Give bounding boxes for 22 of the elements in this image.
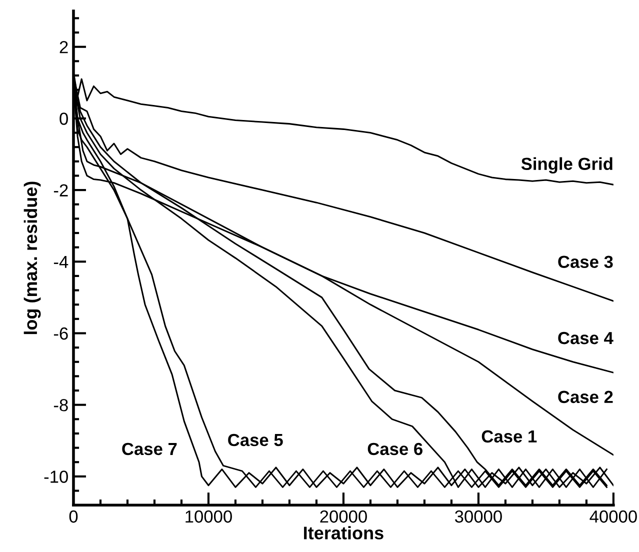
x-tick-label: 30000 (454, 510, 502, 523)
series-label: Case 6 (368, 442, 422, 456)
y-tick-label: 0 (60, 112, 68, 125)
y-tick-label: -4 (54, 256, 68, 268)
series-label: Single Grid (521, 157, 612, 174)
series-label: Case 5 (228, 434, 283, 446)
x-tick-label: 0 (69, 510, 78, 523)
y-tick-label: 2 (60, 41, 68, 54)
series-label: Case 4 (558, 332, 614, 344)
y-tick-label: -2 (54, 184, 68, 196)
x-tick-label: 10000 (186, 510, 232, 523)
x-axis-title: Iterations (304, 526, 384, 540)
series-label: Case 7 (122, 442, 177, 456)
x-tick-label: 20000 (320, 510, 367, 523)
y-tick-label: -8 (54, 399, 68, 412)
series-label: Case 3 (558, 256, 613, 268)
y-tick-label: -10 (44, 470, 68, 483)
y-axis-title: log (max. residue) (24, 182, 41, 334)
x-tick-label: 40000 (590, 510, 637, 523)
y-tick-label: -6 (54, 327, 68, 340)
series-label: Case 1 (482, 430, 537, 443)
series-label: Case 2 (558, 390, 613, 404)
